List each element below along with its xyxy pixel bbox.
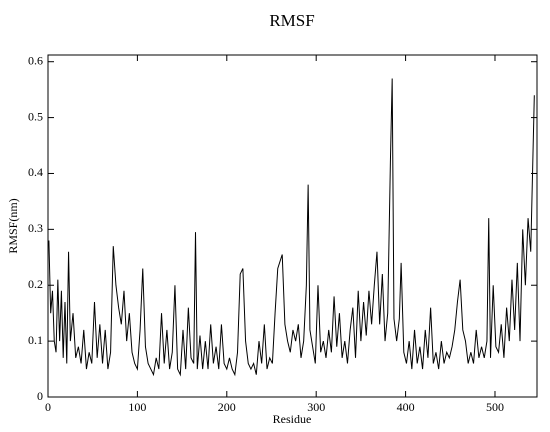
plot-frame — [47, 54, 538, 398]
y-tick-label: 0 — [37, 389, 43, 403]
data-line — [48, 78, 535, 377]
x-tick-label: 500 — [486, 400, 504, 414]
x-tick-label: 200 — [218, 400, 236, 414]
y-axis-label: RMSF(nm) — [6, 198, 20, 253]
x-tick-label: 0 — [45, 400, 51, 414]
y-tick-label: 0.1 — [28, 333, 43, 347]
chart-title: RMSF — [269, 11, 314, 30]
y-tick-label: 0.3 — [28, 221, 43, 235]
y-tick-label: 0.2 — [28, 277, 43, 291]
x-tick-label: 300 — [307, 400, 325, 414]
y-tick-label: 0.4 — [28, 165, 43, 179]
x-axis-label: Residue — [273, 412, 312, 426]
y-tick-label: 0.6 — [28, 53, 43, 67]
x-tick-label: 400 — [397, 400, 415, 414]
y-tick-label: 0.5 — [28, 109, 43, 123]
x-tick-label: 100 — [128, 400, 146, 414]
